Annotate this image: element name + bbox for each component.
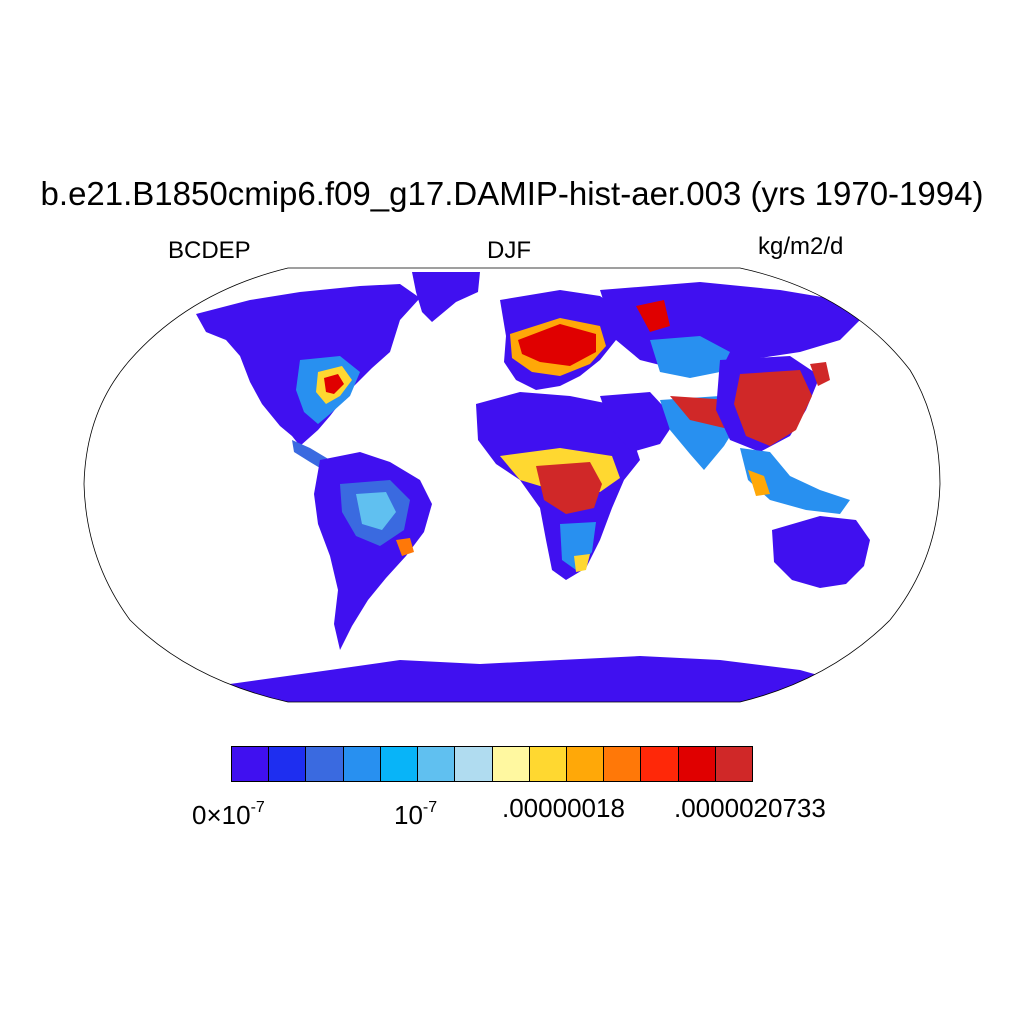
continent-australia: [772, 516, 870, 588]
colorbar: [231, 746, 753, 782]
map-boundary: [83, 267, 941, 703]
region-north-asia-hot: [636, 300, 670, 332]
region-north-asia: [600, 282, 860, 370]
colorbar-box-4: [380, 747, 419, 781]
colorbar-tick-3: .0000020733: [674, 793, 826, 823]
colorbar-tick-2: .00000018: [502, 793, 625, 823]
variable-label: BCDEP: [168, 237, 251, 264]
colorbar-tick-1: 10-7: [394, 799, 438, 830]
season-label: DJF: [487, 237, 531, 264]
colorbar-box-11: [641, 747, 679, 781]
colorbar-box-3: [343, 747, 381, 781]
region-sea-hot: [748, 470, 770, 496]
colorbar-box-2: [306, 747, 344, 781]
region-africa-southeast: [574, 554, 590, 572]
continent-antarctica: [200, 656, 850, 702]
region-na-east-core: [324, 374, 344, 394]
region-central-asia: [650, 336, 730, 378]
colorbar-box-6: [455, 747, 493, 781]
colorbar-box-10: [604, 747, 642, 781]
region-china-hot: [734, 370, 812, 446]
region-southeast-asia: [740, 448, 850, 514]
region-africa-central: [536, 462, 602, 514]
colorbar-tick-0: 0×10-7: [192, 799, 265, 830]
region-sa-amazon-light: [356, 492, 396, 530]
colorbar-box-8: [529, 747, 567, 781]
colorbar-box-12: [678, 747, 716, 781]
map-title: b.e21.B1850cmip6.f09_g17.DAMIP-hist-aer.…: [40, 175, 984, 212]
colorbar-box-5: [418, 747, 456, 781]
region-japan: [810, 362, 830, 386]
continent-greenland: [412, 272, 480, 322]
region-sa-southeast: [396, 538, 414, 556]
region-africa-south: [560, 522, 596, 570]
colorbar-box-0: [232, 747, 270, 781]
colorbar-box-9: [566, 747, 605, 781]
region-europe-hot: [518, 324, 596, 366]
colorbar-box-7: [492, 747, 530, 781]
colorbar-box-1: [269, 747, 307, 781]
colorbar-box-13: [715, 747, 753, 781]
units-label: kg/m2/d: [758, 233, 844, 260]
region-arabia: [600, 392, 676, 452]
